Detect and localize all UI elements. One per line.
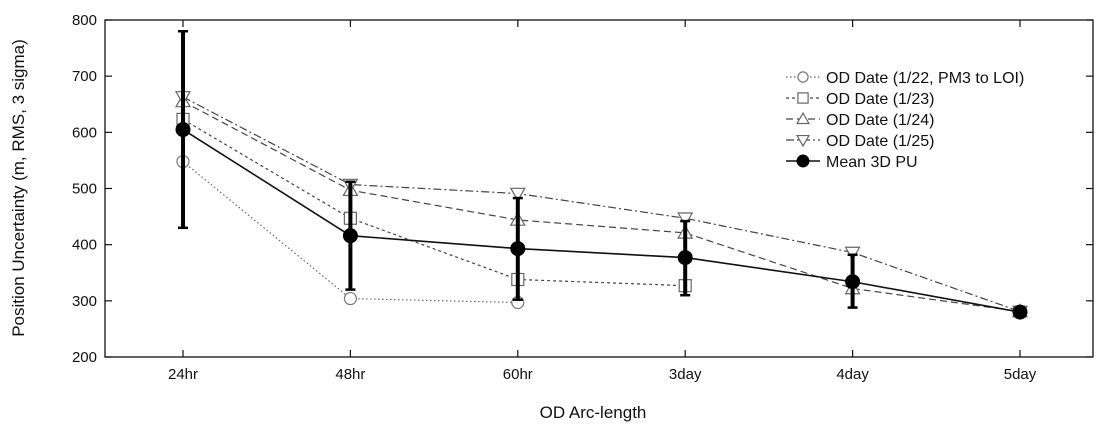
legend-marker — [796, 111, 810, 125]
x-tick-label: 3day — [669, 366, 702, 383]
data-point — [1012, 304, 1028, 320]
x-tick-label: 48hr — [335, 366, 365, 383]
series-2 — [176, 112, 692, 293]
y-axis-label: Position Uncertainty (m, RMS, 3 sigma) — [9, 39, 28, 337]
legend-label: Mean 3D PU — [826, 154, 918, 171]
series-5 — [175, 29, 1028, 320]
axes: 200 300 400 500 600 700 800 24hr 48hr 60hr 3day 4da… — [72, 12, 1094, 383]
x-tick-label: 24hr — [168, 366, 198, 383]
legend: OD Date (1/22, PM3 to LOI) OD Date (1/23)… — [786, 70, 1024, 171]
y-tick-label: 700 — [72, 68, 97, 85]
legend-item-4: OD Date (1/25) — [786, 133, 934, 150]
series-line — [182, 96, 1021, 313]
legend-label: OD Date (1/22, PM3 to LOI) — [826, 70, 1024, 87]
y-tick-label: 300 — [72, 293, 97, 310]
y-tick-label: 400 — [72, 237, 97, 254]
legend-marker — [797, 92, 809, 104]
data-point — [845, 274, 861, 290]
legend-label: OD Date (1/23) — [826, 91, 934, 108]
x-tick-label: 60hr — [503, 366, 533, 383]
x-tick-label: 5day — [1004, 366, 1037, 383]
legend-label: OD Date (1/25) — [826, 133, 934, 150]
data-point — [510, 241, 526, 257]
legend-label: OD Date (1/24) — [826, 112, 934, 129]
legend-item-1: OD Date (1/22, PM3 to LOI) — [786, 70, 1024, 87]
legend-item-5: Mean 3D PU — [786, 154, 918, 171]
legend-marker — [796, 154, 810, 168]
x-tick-label: 4day — [836, 366, 869, 383]
data-point — [677, 212, 694, 227]
y-tick-label: 800 — [72, 12, 97, 29]
x-axis-label: OD Arc-length — [540, 403, 647, 422]
legend-item-3: OD Date (1/24) — [786, 111, 934, 129]
data-point — [342, 228, 358, 244]
data-point — [175, 122, 191, 138]
series-line — [182, 100, 1021, 313]
data-point — [509, 187, 526, 202]
y-tick-label: 200 — [72, 349, 97, 366]
legend-marker — [796, 134, 810, 148]
series-line — [182, 128, 1021, 313]
data-point — [844, 246, 861, 261]
series-layer — [174, 29, 1029, 320]
y-tick-label: 500 — [72, 181, 97, 198]
y-tick-label: 600 — [72, 124, 97, 141]
data-point — [677, 250, 693, 266]
series-line — [182, 118, 686, 287]
legend-marker — [797, 71, 809, 83]
data-point — [343, 291, 357, 306]
legend-item-2: OD Date (1/23) — [786, 91, 934, 108]
